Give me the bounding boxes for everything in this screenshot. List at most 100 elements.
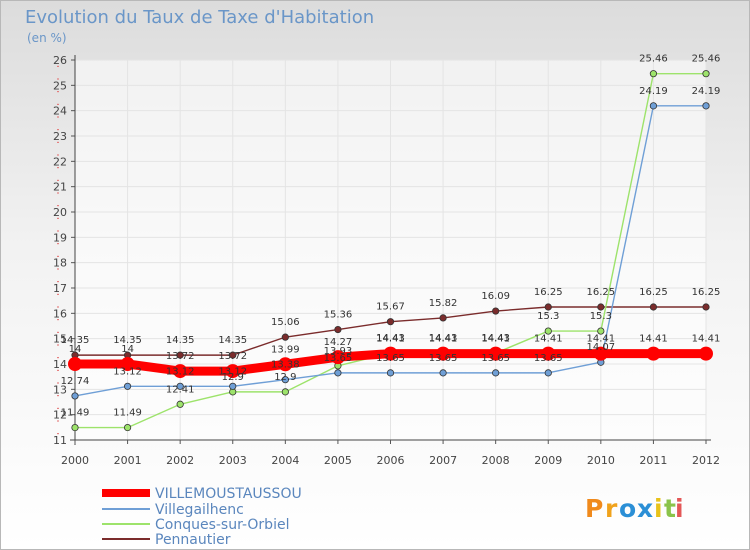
- data-label: 15.06: [271, 317, 300, 328]
- data-point: [593, 346, 608, 361]
- data-point: [281, 376, 289, 384]
- data-label: 12.41: [166, 384, 195, 395]
- x-tick-label: 2012: [692, 454, 720, 467]
- data-point: [120, 357, 135, 371]
- data-point: [278, 357, 293, 372]
- data-label: 14.43: [481, 333, 510, 344]
- data-label: 13.12: [166, 366, 195, 377]
- data-point: [646, 346, 661, 361]
- data-label: 16.25: [639, 287, 668, 298]
- data-label: 13.65: [534, 353, 563, 364]
- x-tick-label: 2011: [639, 454, 667, 467]
- x-tick-label: 2008: [482, 454, 510, 467]
- x-tick-label: 2002: [166, 454, 194, 467]
- data-point: [492, 369, 500, 377]
- data-label: 15.3: [537, 311, 559, 322]
- legend-label: Villegailhenc: [155, 502, 244, 518]
- y-tick-label: 20: [53, 206, 67, 219]
- chart-title: Evolution du Taux de Taxe d'Habitation: [25, 7, 375, 28]
- x-tick-label: 2004: [271, 454, 299, 467]
- data-label: 14.41: [429, 334, 458, 345]
- data-point: [71, 392, 79, 400]
- brand-letter: r: [605, 494, 618, 523]
- data-point: [176, 351, 184, 359]
- data-label: 13.12: [218, 366, 247, 377]
- data-label: 14.43: [376, 333, 405, 344]
- data-label: 15.82: [429, 298, 458, 309]
- x-tick-label: 2005: [324, 454, 352, 467]
- y-tick-label: 17: [53, 282, 67, 295]
- data-point: [123, 423, 132, 432]
- data-point: [436, 346, 451, 361]
- y-tick-label: 23: [53, 130, 67, 143]
- data-labels: 14.35 14.35 14.35 14.35 15.06 15.36 15.67 15.82…: [61, 54, 721, 419]
- y-tick-label: 15: [53, 333, 67, 346]
- data-point: [176, 400, 184, 408]
- data-point: [68, 357, 82, 371]
- brand-letter: x: [637, 494, 653, 523]
- data-label: 14.07: [587, 342, 616, 353]
- y-tick-label: 21: [53, 181, 67, 194]
- data-point: [597, 303, 605, 311]
- y-tick-label: 11: [53, 434, 67, 447]
- data-label: 15.36: [324, 310, 353, 321]
- y-tick-label: 13: [53, 383, 67, 396]
- data-label: 14.41: [376, 334, 405, 345]
- data-label: 14.27: [324, 337, 353, 348]
- data-point: [71, 423, 79, 432]
- y-tick-label: 18: [53, 257, 67, 270]
- x-tick-label: 2003: [219, 454, 247, 467]
- data-label: 14: [121, 344, 134, 355]
- data-label: 14.41: [481, 334, 510, 345]
- data-point: [176, 382, 184, 390]
- data-point: [330, 350, 345, 365]
- y-tick-label: 26: [53, 54, 67, 67]
- data-label: 13.65: [376, 353, 405, 364]
- data-label: 13.65: [429, 353, 458, 364]
- data-label: 14.41: [639, 334, 668, 345]
- data-label: 14.41: [692, 334, 721, 345]
- grid-lines: [74, 59, 707, 441]
- data-label: 15.67: [376, 302, 405, 313]
- data-label: 16.25: [692, 287, 721, 298]
- data-label: 12.9: [222, 372, 244, 383]
- data-label: 16.25: [534, 287, 563, 298]
- data-point: [544, 369, 552, 377]
- data-label: 14.41: [534, 334, 563, 345]
- y-tick-label: 22: [53, 155, 67, 168]
- brand-letter: P: [585, 494, 603, 523]
- data-point: [229, 382, 237, 390]
- data-point: [386, 318, 395, 326]
- x-tick-label: 2010: [587, 454, 615, 467]
- data-point: [649, 102, 658, 110]
- y-tick-label: 14: [53, 358, 67, 371]
- data-point: [123, 382, 132, 390]
- data-label: 13.72: [218, 351, 247, 362]
- brand-letter: i: [675, 494, 684, 523]
- data-point: [334, 369, 342, 377]
- data-point: [229, 351, 237, 359]
- x-tick-label: 2006: [377, 454, 405, 467]
- y-tick-label: 25: [53, 79, 67, 92]
- data-label: 13.38: [271, 360, 300, 371]
- data-label: 13.12: [113, 366, 142, 377]
- data-point: [544, 327, 552, 335]
- x-tick-label: 2009: [534, 454, 562, 467]
- data-label: 11.49: [113, 408, 142, 419]
- data-label: 16.25: [587, 287, 616, 298]
- data-point: [597, 327, 605, 335]
- data-label: 14.43: [429, 333, 458, 344]
- data-point: [702, 303, 710, 311]
- data-point: [225, 364, 240, 379]
- data-label: 24.19: [639, 86, 668, 97]
- data-label: 14: [69, 344, 82, 355]
- y-tick-label: 19: [53, 231, 67, 244]
- data-point: [439, 369, 447, 377]
- legend-label: VILLEMOUSTAUSSOU: [155, 486, 302, 502]
- x-tick-label: 2000: [61, 454, 89, 467]
- brand-letter: t: [664, 494, 676, 523]
- data-point: [699, 346, 713, 361]
- data-label: 15.3: [590, 311, 612, 322]
